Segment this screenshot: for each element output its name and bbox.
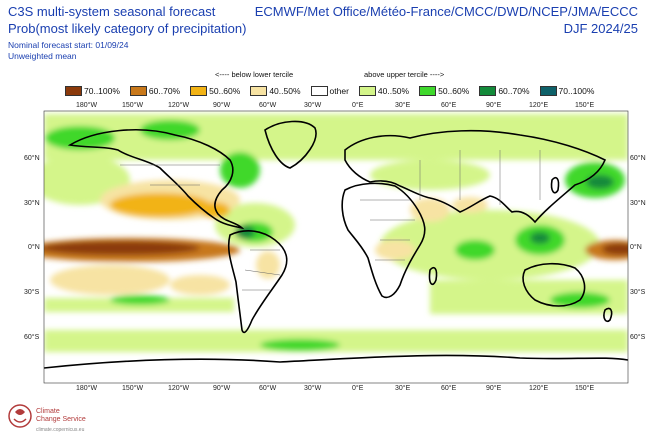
above-tercile-label: above upper tercile ----> [364,70,445,79]
legend-swatch [129,86,147,96]
centres-list: ECMWF/Met Office/Météo-France/CMCC/DWD/N… [254,4,638,19]
lon-tick: 30°W [304,385,322,392]
lat-tick: 30°S [24,289,40,296]
lon-tick: 120°E [529,102,549,109]
lon-tick: 0°E [352,385,364,392]
chart-title: C3S multi-system seasonal forecast [8,4,216,19]
lat-tick: 60°N [630,155,646,162]
lat-tick: 30°N [630,200,646,207]
lon-tick: 60°W [259,102,277,109]
probability-region [260,339,340,351]
legend: 70..100% 60..70% 50..60% 40..50% other 4… [65,86,604,96]
probability-region [44,114,628,160]
chart-subtitle: Prob(most likely category of precipitati… [8,21,247,36]
legend-swatch [419,86,437,96]
probability-region [50,265,170,295]
legend-swatch [190,86,208,96]
lon-tick: 30°E [395,385,411,392]
probability-region [235,225,255,239]
probability-region [140,120,200,140]
legend-swatch [479,86,497,96]
legend-item: 40..50% [250,86,301,96]
lat-tick: 0°N [28,244,40,251]
legend-swatch [358,86,376,96]
country-borders [120,150,541,291]
lat-tick: 60°S [630,334,646,341]
lon-tick: 180°W [76,385,98,392]
lat-tick: 60°S [24,334,40,341]
lon-tick: 120°W [168,102,190,109]
ensemble-mean: Unweighted mean [8,51,77,61]
legend-label: 60..70% [148,86,181,96]
lon-tick: 90°W [213,102,231,109]
lon-tick: 30°E [395,102,411,109]
probability-region [375,240,415,260]
legend-item: 60..70% [479,86,530,96]
legend-label: 50..60% [438,86,470,96]
legend-item: 60..70% [129,86,181,96]
probability-region [256,251,280,279]
probability-region [44,330,628,352]
probability-region [45,126,115,150]
lon-tick: 90°E [486,102,502,109]
lon-tick: 180°W [76,102,98,109]
legend-label: 40..50% [269,86,301,96]
lon-tick: 150°E [575,102,595,109]
lon-tick: 30°W [304,102,322,109]
lon-tick: 60°E [441,385,457,392]
lon-tick: 60°W [259,385,277,392]
season-label: DJF 2024/25 [563,21,638,36]
legend-label: 50..60% [209,86,241,96]
lon-tick: 0°E [352,102,364,109]
map-frame [43,110,629,384]
legend-label: 70..100% [558,86,595,96]
legend-item: 40..50% [358,86,410,96]
lat-tick: 30°N [24,200,40,207]
legend-label: 60..70% [498,86,530,96]
probability-region [602,243,628,255]
lon-tick: 150°W [122,102,144,109]
legend-label: other [329,86,349,96]
probability-region [110,295,170,305]
lat-tick: 30°S [630,289,646,296]
probability-region [455,240,495,260]
legend-item: 50..60% [419,86,469,96]
legend-item: 70..100% [539,86,595,96]
probability-region [370,160,490,190]
lon-tick: 120°W [168,385,190,392]
below-tercile-label: <---- below lower tercile [215,70,294,79]
probability-region [44,241,200,255]
probability-region [170,275,230,295]
legend-label: 40..50% [377,86,410,96]
legend-item: other [310,86,349,96]
probability-region [44,298,234,312]
legend-swatch [310,86,328,96]
legend-swatch [250,86,268,96]
lat-tick: 0°N [630,244,642,251]
legend-swatch [539,86,557,96]
forecast-start: Nominal forecast start: 01/09/24 [8,40,129,50]
logo-text-line2: Change Service [36,416,86,423]
lon-tick: 120°E [529,385,549,392]
legend-item: 50..60% [190,86,240,96]
legend-label: 70..100% [84,86,120,96]
c3s-logo-icon [8,404,32,428]
probability-region [110,193,210,217]
lon-tick: 90°W [213,385,231,392]
coastlines [44,120,628,369]
probability-region [530,232,550,244]
lon-tick: 90°E [486,385,502,392]
logo-text-line1: Climate [36,408,60,415]
logo-url: climate.copernicus.eu [36,427,85,433]
lon-tick: 150°W [122,385,144,392]
legend-swatch [65,86,82,96]
lat-tick: 60°N [24,155,40,162]
probability-region [586,175,614,189]
lon-tick: 60°E [441,102,457,109]
lon-tick: 150°E [575,385,595,392]
probability-region [410,198,450,222]
legend-item: 70..100% [65,86,120,96]
